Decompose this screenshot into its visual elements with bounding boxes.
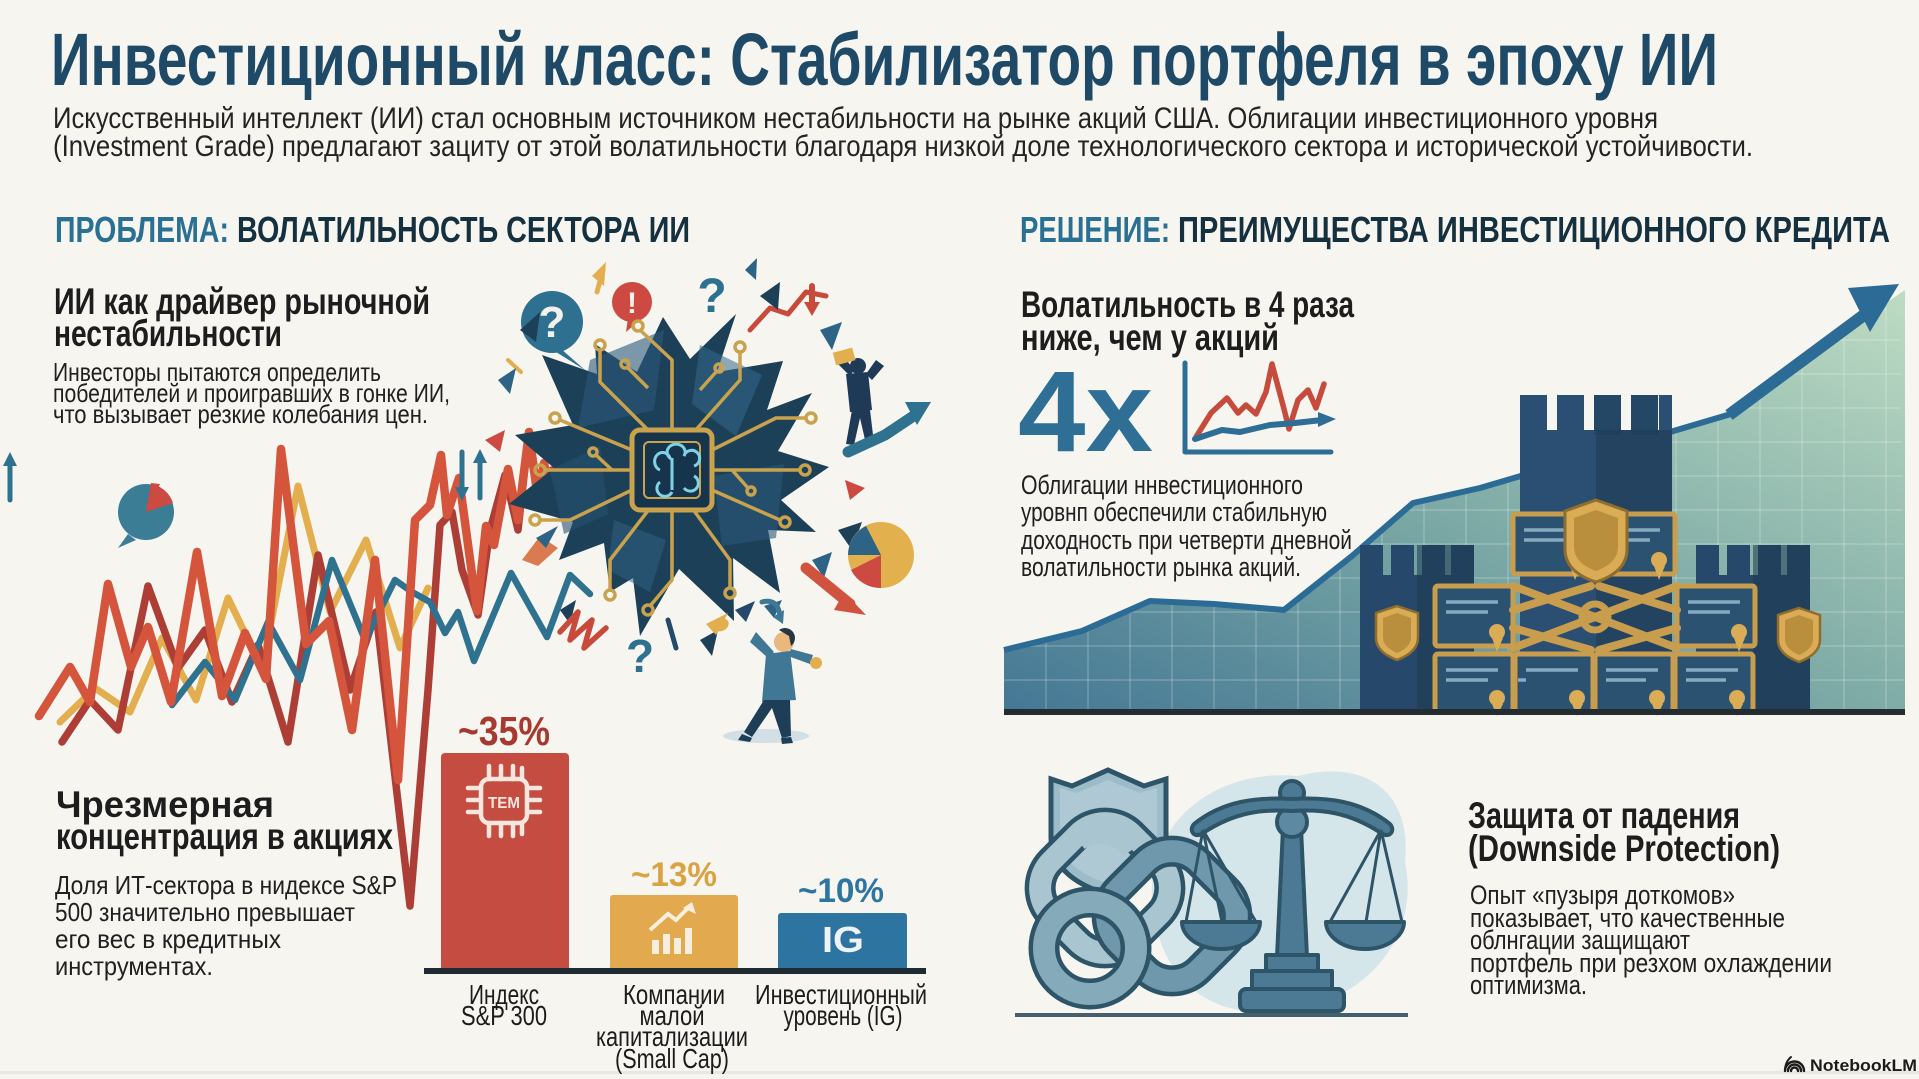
svg-text:Инвестиционный класс: Стабилиз: Инвестиционный класс: Стабилизатор портф… bbox=[51, 18, 1718, 101]
svg-text:ИИ как драйвер рыночной: ИИ как драйвер рыночной bbox=[54, 281, 430, 322]
svg-text:победителей и проигравших в го: победителей и проигравших в гонке ИИ, bbox=[53, 378, 450, 408]
svg-text:Защита от падения: Защита от падения bbox=[1468, 795, 1740, 836]
svg-text:нестабильности: нестабильности bbox=[54, 313, 282, 354]
svg-text:доходность при четверти дневно: доходность при четверти дневной bbox=[1021, 525, 1352, 555]
svg-text:облнгации защищают: облнгации защищают bbox=[1470, 925, 1690, 955]
svg-text:?: ? bbox=[626, 630, 654, 682]
svg-text:?: ? bbox=[697, 270, 726, 323]
svg-text:ниже, чем у акций: ниже, чем у акций bbox=[1021, 317, 1279, 358]
svg-text:уровнп обеспечили стабильную: уровнп обеспечили стабильную bbox=[1021, 497, 1327, 527]
svg-text:портфель при резхом охлаждении: портфель при резхом охлаждении bbox=[1470, 948, 1832, 978]
svg-text:Искусственный интеллект (ИИ) с: Искусственный интеллект (ИИ) стал основн… bbox=[53, 102, 1658, 135]
svg-text:Инвестиционный: Инвестиционный bbox=[755, 979, 927, 1010]
svg-text:что вызывает резкие колебания: что вызывает резкие колебания цен. bbox=[53, 399, 428, 429]
svg-text:(Small Cap): (Small Cap) bbox=[615, 1043, 729, 1074]
svg-text:IG: IG bbox=[822, 919, 864, 960]
svg-text:концентрация в акциях: концентрация в акциях bbox=[56, 816, 393, 857]
svg-text:Облигации ннвестиционного: Облигации ннвестиционного bbox=[1021, 470, 1303, 500]
svg-text:4x: 4x bbox=[1018, 348, 1153, 476]
svg-text:Доля ИТ-сектора в нидексе S&P: Доля ИТ-сектора в нидексе S&P bbox=[55, 870, 397, 900]
svg-text:Компании: Компании bbox=[623, 979, 725, 1010]
svg-text:NotebookLM: NotebookLM bbox=[1810, 1056, 1917, 1075]
svg-text:ПРОБЛЕМА:: ПРОБЛЕМА: bbox=[55, 209, 229, 250]
svg-text:малой: малой bbox=[640, 1000, 705, 1031]
svg-text:?: ? bbox=[539, 298, 566, 347]
svg-text:Чрезмерная: Чрезмерная bbox=[56, 784, 274, 825]
svg-text:~10%: ~10% bbox=[798, 872, 884, 910]
svg-text:(Investment Grade) предлагают: (Investment Grade) предлагают зациту от … bbox=[53, 130, 1753, 163]
svg-text:!: ! bbox=[627, 287, 637, 320]
svg-text:его вес в кредитных: его вес в кредитных bbox=[55, 924, 281, 954]
svg-text:(Downside Protection): (Downside Protection) bbox=[1468, 828, 1780, 869]
svg-text:РЕШЕНИЕ:: РЕШЕНИЕ: bbox=[1020, 209, 1170, 250]
svg-text:S&P 300: S&P 300 bbox=[461, 1000, 547, 1031]
svg-text:ПРЕИМУЩЕСТВА ИНВЕСТИЦИОННОГО К: ПРЕИМУЩЕСТВА ИНВЕСТИЦИОННОГО КРЕДИТА bbox=[1178, 209, 1890, 250]
svg-text:ВОЛАТИЛЬНОСТЬ СЕКТОРА ИИ: ВОЛАТИЛЬНОСТЬ СЕКТОРА ИИ bbox=[237, 209, 690, 250]
svg-text:500 значительно превышает: 500 значительно превышает bbox=[55, 897, 355, 927]
svg-text:уровень (IG): уровень (IG) bbox=[784, 1000, 903, 1031]
svg-text:показывает, что качественные: показывает, что качественные bbox=[1470, 903, 1785, 933]
svg-text:TEM: TEM bbox=[488, 795, 520, 812]
svg-text:волатильности рынка акций.: волатильности рынка акций. bbox=[1021, 552, 1301, 582]
svg-text:Индекс: Индекс bbox=[469, 979, 539, 1010]
svg-text:Волатильность в 4 раза: Волатильность в 4 раза bbox=[1021, 284, 1354, 325]
svg-text:инструментах.: инструментах. bbox=[55, 951, 213, 981]
svg-text:оптимизма.: оптимизма. bbox=[1470, 970, 1587, 1000]
svg-text:~13%: ~13% bbox=[631, 856, 717, 894]
svg-text:Инвесторы пытаются определить: Инвесторы пытаются определить bbox=[53, 357, 381, 387]
svg-text:~35%: ~35% bbox=[458, 708, 550, 754]
svg-text:капитализации: капитализации bbox=[596, 1021, 748, 1052]
svg-text:Опыт «пузыря доткомов»: Опыт «пузыря доткомов» bbox=[1470, 880, 1735, 910]
